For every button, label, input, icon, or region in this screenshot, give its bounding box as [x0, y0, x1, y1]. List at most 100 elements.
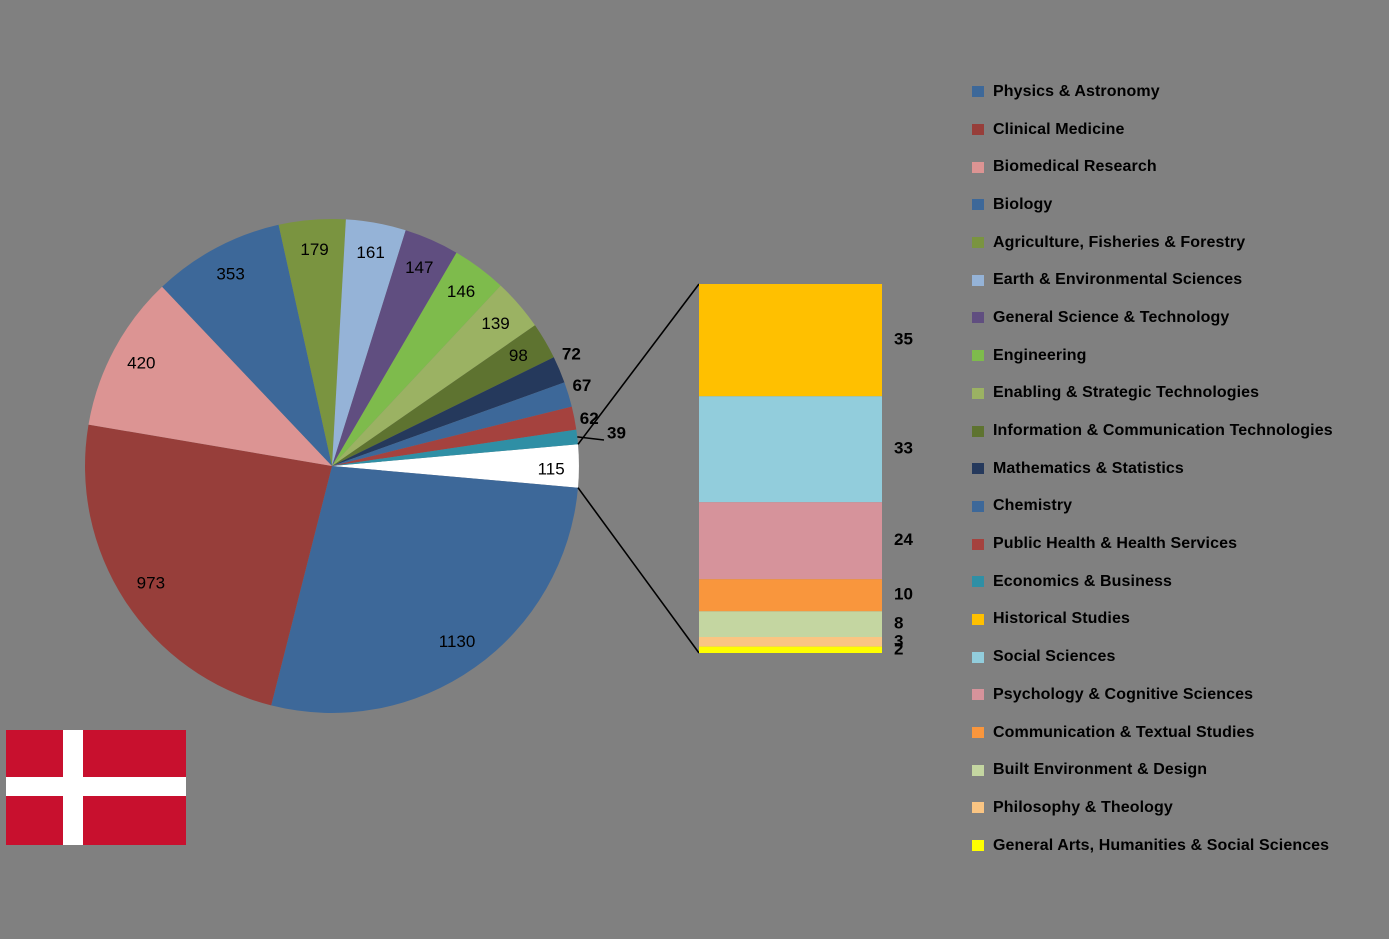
bar-segment-label: 2: [894, 639, 903, 658]
pie-slice: [332, 382, 572, 466]
legend-label: Biology: [993, 195, 1053, 213]
legend-item: Psychology & Cognitive Sciences: [972, 676, 1333, 714]
legend-item: General Science & Technology: [972, 299, 1333, 337]
legend-label: Engineering: [993, 346, 1087, 364]
bar-segment-label: 35: [894, 330, 913, 349]
legend-item: Clinical Medicine: [972, 111, 1333, 149]
connector-line-bottom: [577, 487, 700, 654]
legend-label: Psychology & Cognitive Sciences: [993, 685, 1254, 703]
pie-slice-label: 973: [137, 573, 165, 592]
legend-label: Chemistry: [993, 497, 1073, 515]
legend: Physics & Astronomy Clinical Medicine Biom…: [972, 73, 1333, 864]
legend-item: Information & Communication Technologies: [972, 412, 1333, 450]
legend-swatch: [972, 651, 984, 663]
legend-swatch: [972, 425, 984, 437]
pie-slice: [332, 230, 457, 466]
legend-label: Clinical Medicine: [993, 120, 1125, 138]
legend-swatch: [972, 538, 984, 550]
legend-item: Economics & Business: [972, 563, 1333, 601]
legend-item: Agriculture, Fisheries & Forestry: [972, 224, 1333, 262]
pie-slice-label: 39: [607, 423, 626, 442]
legend-item: Chemistry: [972, 488, 1333, 526]
pie-slice: [85, 424, 332, 706]
legend-swatch: [972, 727, 984, 739]
legend-swatch: [972, 764, 984, 776]
pie-slice: [332, 252, 501, 466]
legend-swatch: [972, 840, 984, 852]
legend-label: General Science & Technology: [993, 308, 1230, 326]
legend-item: General Arts, Humanities & Social Scienc…: [972, 827, 1333, 865]
pie-slice-label: 62: [580, 409, 599, 428]
legend-item: Mathematics & Statistics: [972, 450, 1333, 488]
legend-label: Biomedical Research: [993, 158, 1157, 176]
pie-slice: [278, 218, 346, 466]
legend-item: Engineering: [972, 337, 1333, 375]
bar-segment: [699, 502, 882, 580]
pie-slice: [88, 286, 332, 466]
legend-item: Social Sciences: [972, 638, 1333, 676]
legend-swatch: [972, 237, 984, 249]
pie-slice-label: 139: [481, 314, 509, 333]
legend-label: Public Health & Health Services: [993, 535, 1238, 553]
bar-segment-label: 3: [894, 631, 903, 650]
legend-swatch: [972, 161, 984, 173]
legend-item: Philosophy & Theology: [972, 789, 1333, 827]
legend-item: Biomedical Research: [972, 148, 1333, 186]
pie-slice: [332, 285, 535, 466]
bar-segment: [699, 637, 882, 647]
flag-cross-horizontal: [6, 777, 186, 796]
legend-item: Biology: [972, 186, 1333, 224]
pie-slice-label: 161: [356, 243, 384, 262]
pie-slice-label: 353: [216, 265, 244, 284]
leader-line: [577, 436, 605, 441]
denmark-flag: [6, 730, 186, 845]
legend-swatch: [972, 576, 984, 588]
pie-slice-label: 67: [572, 376, 591, 395]
bar-segment-label: 33: [894, 439, 913, 458]
legend-label: Historical Studies: [993, 610, 1130, 628]
pie-slice: [332, 357, 565, 466]
legend-label: Agriculture, Fisheries & Forestry: [993, 233, 1246, 251]
legend-label: Physics & Astronomy: [993, 82, 1160, 100]
legend-swatch: [972, 500, 984, 512]
pie-slice-label: 72: [562, 344, 581, 363]
legend-item: Public Health & Health Services: [972, 525, 1333, 563]
legend-swatch: [972, 613, 984, 625]
legend-item: Communication & Textual Studies: [972, 714, 1333, 752]
bar-segment: [699, 646, 882, 653]
legend-label: Mathematics & Statistics: [993, 459, 1184, 477]
legend-item: Historical Studies: [972, 601, 1333, 639]
pie-slice-label: 98: [509, 346, 528, 365]
legend-item: Built Environment & Design: [972, 751, 1333, 789]
legend-label: Economics & Business: [993, 572, 1172, 590]
legend-item: Physics & Astronomy: [972, 73, 1333, 111]
pie-slice: [332, 429, 578, 466]
pie-slice: [332, 219, 406, 466]
pie-slice: [162, 224, 332, 466]
legend-swatch: [972, 689, 984, 701]
legend-swatch: [972, 312, 984, 324]
bar-segment: [699, 579, 882, 612]
connector-line-top: [577, 283, 700, 445]
legend-swatch: [972, 124, 984, 136]
pie-slice-label: 179: [300, 240, 328, 259]
bar-segment: [699, 611, 882, 637]
pie-slice-other: [332, 444, 579, 488]
bar-segment-label: 24: [894, 530, 913, 549]
legend-swatch: [972, 274, 984, 286]
legend-label: General Arts, Humanities & Social Scienc…: [993, 836, 1330, 854]
bar-segment: [699, 284, 882, 397]
pie-slice: [332, 406, 577, 466]
legend-label: Communication & Textual Studies: [993, 723, 1255, 741]
pie-slice: [332, 325, 554, 466]
legend-swatch: [972, 463, 984, 475]
pie-slice: [271, 466, 578, 713]
bar-segment-label: 10: [894, 585, 913, 604]
legend-swatch: [972, 86, 984, 98]
pie-slice-label: 1130: [439, 632, 476, 651]
legend-item: Enabling & Strategic Technologies: [972, 375, 1333, 413]
legend-swatch: [972, 199, 984, 211]
legend-swatch: [972, 802, 984, 814]
